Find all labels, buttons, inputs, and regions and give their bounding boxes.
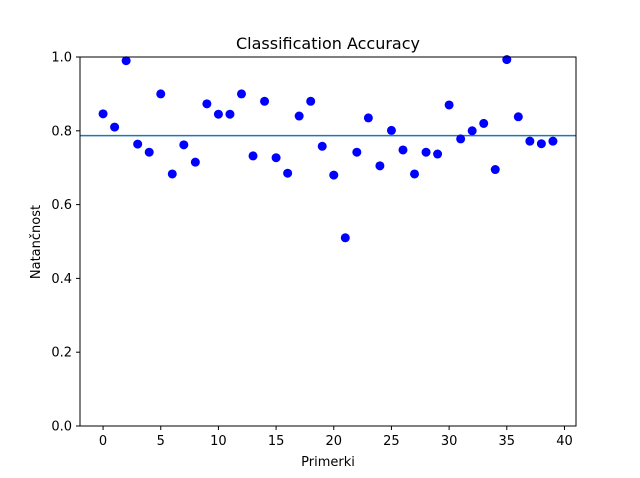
- data-point: [490, 165, 500, 175]
- data-point: [479, 118, 489, 128]
- y-tick-label: 0.8: [51, 124, 72, 139]
- data-point: [513, 112, 523, 122]
- data-point: [294, 111, 304, 121]
- plot-frame: [79, 56, 577, 427]
- data-point: [213, 109, 223, 119]
- data-point: [306, 96, 316, 106]
- x-tick-label: 40: [556, 434, 573, 449]
- x-tick-label: 20: [325, 434, 342, 449]
- data-point: [340, 233, 350, 243]
- y-tick-label: 0.4: [51, 272, 72, 287]
- x-tick-label: 35: [499, 434, 516, 449]
- y-tick-label: 0.6: [51, 198, 72, 213]
- data-point: [110, 122, 120, 132]
- data-point: [352, 147, 362, 157]
- data-point: [179, 140, 189, 150]
- y-tick-label: 1.0: [51, 51, 72, 66]
- x-axis-label: Primerki: [301, 455, 355, 470]
- data-point: [329, 170, 339, 180]
- data-point: [121, 56, 131, 66]
- plot-area: [80, 55, 576, 243]
- data-point: [444, 100, 454, 110]
- data-point: [225, 109, 235, 119]
- x-tick-label: 15: [268, 434, 285, 449]
- data-point: [467, 126, 477, 136]
- x-tick-label: 30: [441, 434, 458, 449]
- data-point: [375, 161, 385, 171]
- data-point: [502, 55, 512, 65]
- y-tick-label: 0.0: [51, 420, 72, 435]
- data-point: [421, 147, 431, 157]
- y-axis: 0.0 0.2 0.4 0.6 0.8 1.0: [51, 51, 80, 435]
- data-point: [363, 113, 373, 123]
- data-point: [525, 136, 535, 146]
- data-point: [271, 153, 281, 163]
- data-point: [398, 145, 408, 155]
- data-point: [98, 109, 108, 119]
- data-point: [433, 149, 443, 159]
- x-tick-label: 25: [383, 434, 400, 449]
- data-point: [260, 96, 270, 106]
- data-point: [236, 89, 246, 99]
- data-point: [410, 169, 420, 179]
- data-point: [536, 139, 546, 149]
- data-point: [456, 134, 466, 144]
- data-point: [167, 169, 177, 179]
- data-point: [386, 125, 396, 135]
- data-point: [156, 89, 166, 99]
- x-tick-label: 5: [157, 434, 165, 449]
- data-point: [202, 99, 212, 109]
- x-tick-label: 10: [210, 434, 227, 449]
- data-point: [133, 139, 143, 149]
- x-tick-label: 0: [99, 434, 107, 449]
- chart-title: Classification Accuracy: [236, 34, 420, 53]
- data-point: [548, 136, 558, 146]
- x-axis: 0 5 10 15 20 25 30 35 40: [99, 426, 573, 449]
- data-point: [283, 168, 293, 178]
- data-point: [190, 157, 200, 167]
- y-tick-label: 0.2: [51, 346, 72, 361]
- y-axis-label: Natančnost: [29, 205, 44, 279]
- data-point: [248, 151, 258, 161]
- data-point: [144, 147, 154, 157]
- data-point: [317, 141, 327, 151]
